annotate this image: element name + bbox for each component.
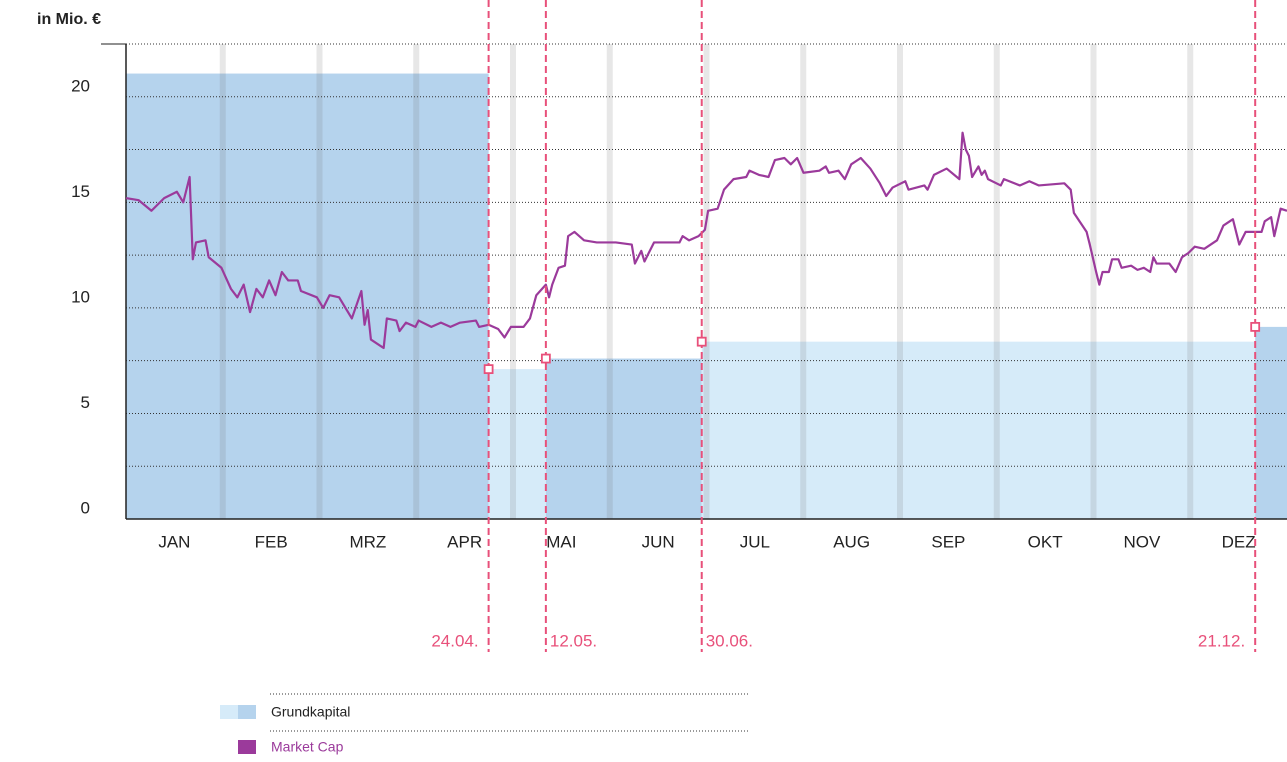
month-separator bbox=[800, 44, 807, 519]
event-marker bbox=[540, 353, 551, 364]
event-marker bbox=[483, 364, 494, 375]
x-tick-label: NOV bbox=[1123, 532, 1161, 551]
grundkapital-bar bbox=[701, 341, 1256, 519]
month-separator bbox=[1090, 44, 1097, 519]
month-separator bbox=[316, 44, 323, 519]
x-tick-label: OKT bbox=[1028, 532, 1063, 551]
x-tick-label: AUG bbox=[833, 532, 870, 551]
y-tick-label: 0 bbox=[81, 498, 90, 517]
x-tick-label: SEP bbox=[931, 532, 965, 551]
grundkapital-bar bbox=[545, 358, 702, 519]
legend-label: Grundkapital bbox=[271, 704, 350, 720]
x-tick-label: JUL bbox=[740, 532, 770, 551]
x-tick-label: JAN bbox=[158, 532, 190, 551]
month-separator bbox=[219, 44, 226, 519]
market-cap-line bbox=[125, 131, 1287, 350]
x-tick-label: MAI bbox=[546, 532, 576, 551]
y-tick-label: 20 bbox=[71, 76, 90, 95]
grundkapital-bar bbox=[488, 369, 546, 519]
month-separator bbox=[897, 44, 903, 519]
event-label: 21.12. bbox=[1198, 631, 1245, 650]
month-separator bbox=[993, 44, 1000, 519]
month-separator bbox=[606, 44, 613, 519]
y-axis-label: in Mio. € bbox=[37, 11, 101, 28]
month-separator bbox=[1187, 44, 1194, 519]
x-tick-label: APR bbox=[447, 532, 482, 551]
y-tick-label: 5 bbox=[81, 393, 90, 412]
month-separator bbox=[413, 44, 420, 519]
month-separator bbox=[703, 44, 710, 519]
event-label: 24.04. bbox=[431, 631, 478, 650]
x-tick-label: JUN bbox=[642, 532, 675, 551]
event-label: 12.05. bbox=[550, 631, 597, 650]
x-tick-label: DEZ bbox=[1222, 532, 1256, 551]
x-tick-label: MRZ bbox=[349, 532, 386, 551]
event-marker bbox=[1250, 321, 1261, 332]
legend-swatch bbox=[220, 705, 238, 719]
legend-swatch bbox=[238, 740, 256, 754]
grundkapital-bar bbox=[126, 73, 489, 520]
y-tick-label: 15 bbox=[71, 182, 90, 201]
month-separator bbox=[510, 44, 516, 519]
grundkapital-bar bbox=[1255, 326, 1287, 519]
legend-label: Market Cap bbox=[271, 739, 344, 755]
event-marker bbox=[696, 336, 707, 347]
x-tick-label: FEB bbox=[255, 532, 288, 551]
legend-swatch bbox=[238, 705, 256, 719]
event-label: 30.06. bbox=[706, 631, 753, 650]
y-tick-label: 10 bbox=[71, 287, 90, 306]
